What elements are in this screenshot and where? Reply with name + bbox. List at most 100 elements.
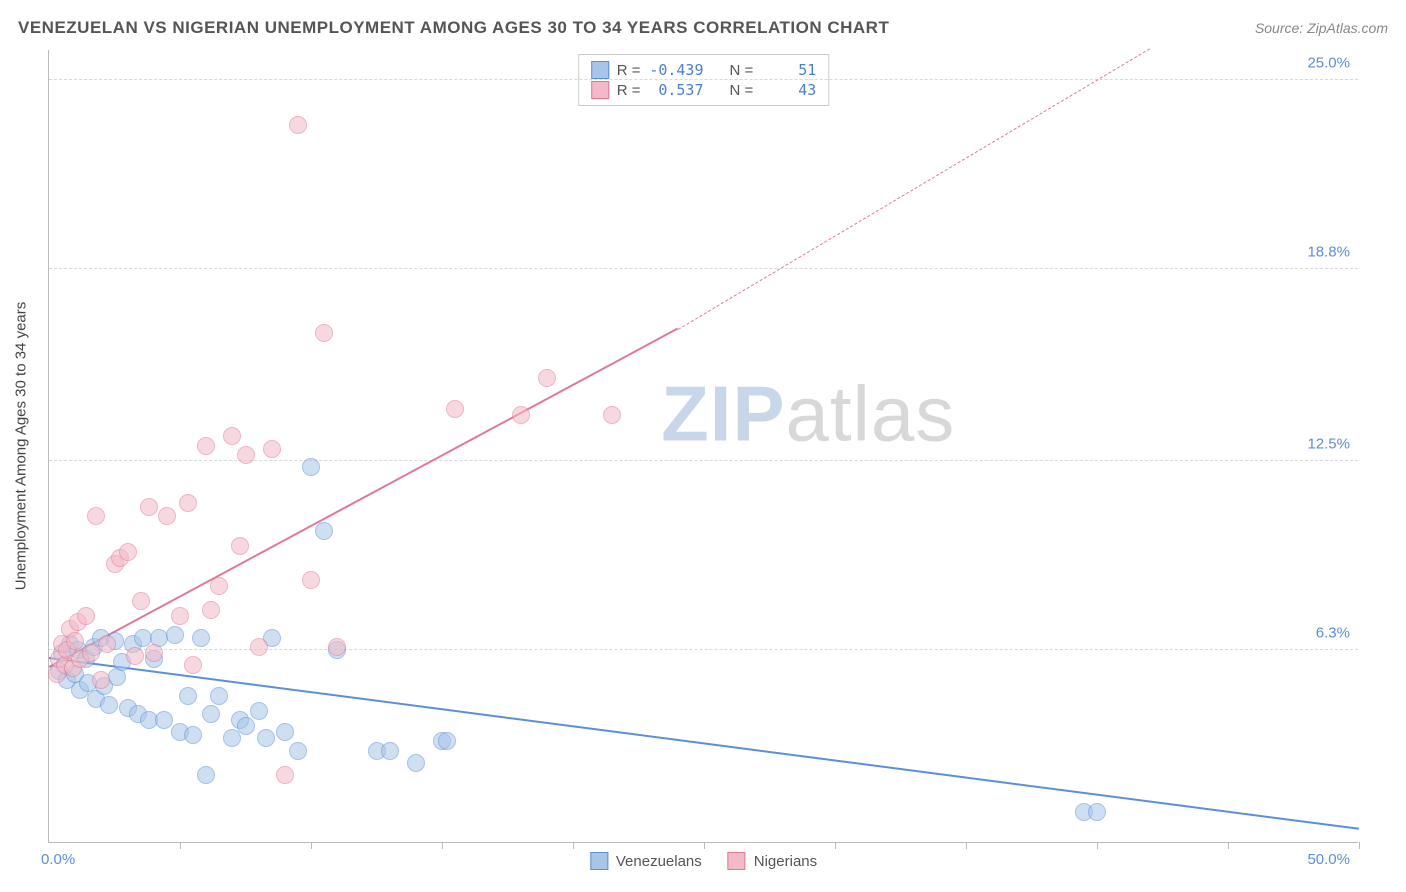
data-point [446,400,464,418]
data-point [126,647,144,665]
x-axis-tick [180,842,181,849]
watermark-atlas: atlas [786,370,956,458]
x-axis-tick [1228,842,1229,849]
data-point [145,644,163,662]
data-point [302,571,320,589]
legend-r-value: -0.439 [649,61,704,79]
data-point [538,369,556,387]
data-point [184,726,202,744]
data-point [184,656,202,674]
y-axis-tick-label: 18.8% [1307,243,1350,260]
data-point [171,607,189,625]
chart-header: VENEZUELAN VS NIGERIAN UNEMPLOYMENT AMON… [18,18,1388,38]
legend-series-label: Venezuelans [616,853,702,870]
data-point [276,723,294,741]
y-axis-tick-label: 6.3% [1316,624,1350,641]
data-point [192,629,210,647]
y-axis-title: Unemployment Among Ages 30 to 34 years [13,302,30,591]
data-point [263,440,281,458]
legend-swatch [728,852,746,870]
data-point [257,729,275,747]
x-axis-tick [704,842,705,849]
x-axis-tick [966,842,967,849]
data-point [1088,803,1106,821]
data-point [202,705,220,723]
gridline [49,268,1358,269]
watermark-zip: ZIP [661,370,785,458]
data-point [155,711,173,729]
data-point [179,687,197,705]
x-axis-tick [835,842,836,849]
data-point [140,498,158,516]
legend-n-value: 43 [761,81,816,99]
data-point [512,406,530,424]
gridline [49,79,1358,80]
data-point [197,766,215,784]
data-point [603,406,621,424]
data-point [77,607,95,625]
legend-n-label: N = [730,62,754,79]
scatter-plot: Unemployment Among Ages 30 to 34 years Z… [48,50,1358,843]
data-point [197,437,215,455]
legend-row: R = -0.439 N = 51 [591,61,817,79]
data-point [210,687,228,705]
legend-row: R = 0.537 N = 43 [591,81,817,99]
legend-r-value: 0.537 [649,81,704,99]
legend-series-item: Nigerians [728,852,817,870]
data-point [250,638,268,656]
watermark: ZIPatlas [661,369,955,460]
data-point [92,671,110,689]
chart-title: VENEZUELAN VS NIGERIAN UNEMPLOYMENT AMON… [18,18,889,38]
data-point [237,717,255,735]
y-axis-tick-label: 12.5% [1307,435,1350,452]
data-point [289,116,307,134]
data-point [87,507,105,525]
legend-swatch [591,61,609,79]
x-axis-end-label: 50.0% [1307,851,1350,868]
data-point [315,522,333,540]
legend-r-label: R = [617,82,641,99]
data-point [276,766,294,784]
data-point [250,702,268,720]
legend-correlation-box: R = -0.439 N = 51 R = 0.537 N = 43 [578,54,830,106]
data-point [202,601,220,619]
data-point [210,577,228,595]
chart-source: Source: ZipAtlas.com [1255,20,1388,36]
x-axis-tick [442,842,443,849]
regression-line [49,657,1359,830]
data-point [100,696,118,714]
x-axis-tick [1359,842,1360,849]
data-point [231,537,249,555]
data-point [438,732,456,750]
x-axis-tick [573,842,574,849]
data-point [158,507,176,525]
data-point [302,458,320,476]
legend-series-item: Venezuelans [590,852,702,870]
data-point [98,635,116,653]
legend-series-label: Nigerians [754,853,817,870]
data-point [223,427,241,445]
legend-swatch [591,81,609,99]
legend-series: Venezuelans Nigerians [590,852,817,870]
data-point [381,742,399,760]
legend-swatch [590,852,608,870]
source-label: Source: [1255,20,1303,36]
data-point [179,494,197,512]
x-axis-origin-label: 0.0% [41,851,75,868]
gridline [49,649,1358,650]
legend-n-label: N = [730,82,754,99]
data-point [166,626,184,644]
data-point [289,742,307,760]
y-axis-tick-label: 25.0% [1307,54,1350,71]
data-point [407,754,425,772]
data-point [66,632,84,650]
data-point [237,446,255,464]
legend-r-label: R = [617,62,641,79]
data-point [132,592,150,610]
x-axis-tick [1097,842,1098,849]
legend-n-value: 51 [761,61,816,79]
data-point [328,638,346,656]
data-point [315,324,333,342]
data-point [119,543,137,561]
source-name: ZipAtlas.com [1307,20,1388,36]
